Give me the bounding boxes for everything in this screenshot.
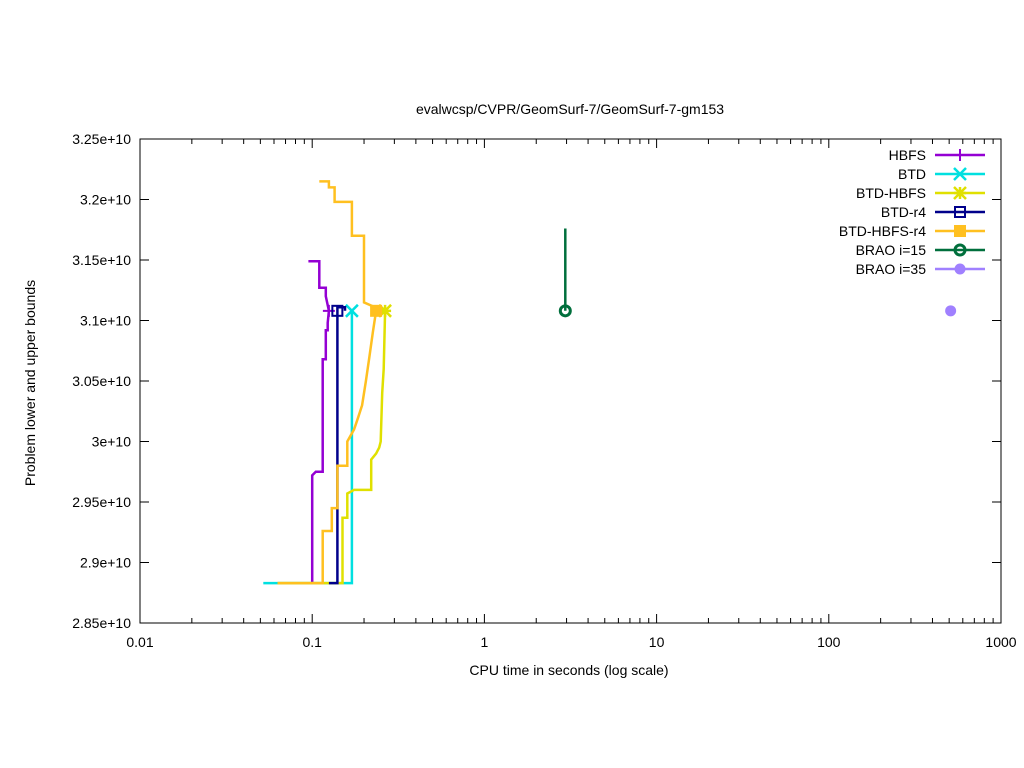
x-tick-label: 100: [817, 634, 841, 650]
y-axis: 2.85e+10 2.9e+10 2.95e+10 3e+10 3.05e+10 3.1e…: [72, 131, 1001, 631]
legend-label-brao-i-35: BRAO i=35: [856, 261, 927, 277]
legend: HBFS BTD BTD-HBFS BTD-r4 BTD-HBFS-r4 BRAO i=1…: [839, 147, 985, 277]
y-tick-label: 3.15e+10: [72, 252, 131, 268]
series-btd-hbfs-r4-lower-line: [277, 310, 378, 585]
legend-marker-btd-hbfs-r4: [954, 225, 966, 237]
series-brao-i-35-point: [945, 305, 957, 317]
legend-marker-hbfs: [954, 149, 966, 161]
x-axis-label: CPU time in seconds (log scale): [469, 662, 668, 678]
x-tick-label: 0.01: [126, 634, 153, 650]
plot-area: [263, 180, 957, 585]
series-btd-r4-point: [331, 304, 344, 317]
series-brao-i-35: [945, 305, 957, 317]
legend-marker-btd: [953, 167, 967, 181]
y-tick-label: 3.05e+10: [72, 373, 131, 389]
y-tick-label: 3.1e+10: [80, 313, 131, 329]
series-hbfs: [308, 259, 335, 584]
series-btd-hbfs-r4-point: [370, 304, 383, 317]
y-tick-label: 2.9e+10: [80, 555, 131, 571]
x-tick-label: 1000: [985, 634, 1016, 650]
plot-frame: [139, 138, 1002, 624]
legend-marker-brao-i-15: [953, 243, 967, 257]
series-btd-r4: [328, 304, 347, 585]
y-axis-label: Problem lower and upper bounds: [22, 280, 38, 486]
legend-label-btd: BTD: [898, 166, 926, 182]
series-btd-hbfs-r4-upper-line: [319, 180, 382, 312]
legend-label-btd-hbfs: BTD-HBFS: [856, 185, 926, 201]
y-tick-label: 2.85e+10: [72, 615, 131, 631]
series-hbfs-upper-line: [308, 259, 331, 312]
x-tick-label: 10: [649, 634, 665, 650]
legend-label-btd-hbfs-r4: BTD-HBFS-r4: [839, 223, 926, 239]
x-tick-label: 0.1: [302, 634, 322, 650]
legend-marker-btd-r4: [954, 206, 966, 218]
y-tick-label: 3e+10: [92, 434, 132, 450]
legend-label-btd-r4: BTD-r4: [881, 204, 926, 220]
series-btd-hbfs: [277, 303, 392, 585]
y-tick-label: 3.25e+10: [72, 131, 131, 147]
series-hbfs-lower-line: [310, 310, 331, 584]
legend-label-brao-i-15: BRAO i=15: [856, 242, 927, 258]
legend-marker-btd-hbfs: [953, 186, 967, 200]
legend-label-hbfs: HBFS: [889, 147, 926, 163]
y-tick-label: 2.95e+10: [72, 494, 131, 510]
x-tick-label: 1: [481, 634, 489, 650]
series-brao-i-15: [558, 228, 572, 318]
series-btd-hbfs-r4: [277, 180, 383, 585]
y-tick-label: 3.2e+10: [80, 192, 131, 208]
chart-title: evalwcsp/CVPR/GeomSurf-7/GeomSurf-7-gm15…: [416, 101, 724, 117]
series-btd-point: [344, 303, 359, 318]
series-btd-r4-lower-line: [328, 305, 347, 585]
legend-marker-brao-i-35: [954, 263, 966, 275]
series-brao-i-15-point: [558, 304, 572, 318]
series-btd-hbfs-lower-line: [277, 310, 387, 585]
series-btd-hbfs-point: [378, 303, 392, 318]
